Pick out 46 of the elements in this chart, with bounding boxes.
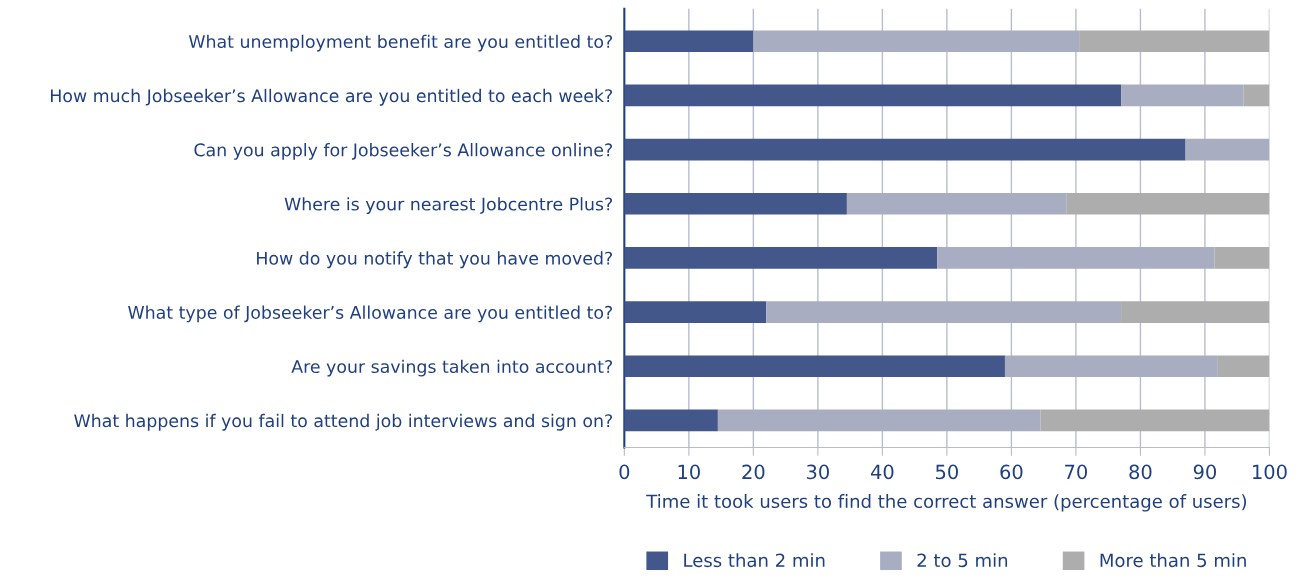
legend-label: Less than 2 min	[684, 553, 825, 568]
x-tick-label: 70	[1065, 464, 1087, 480]
bar	[1217, 355, 1270, 378]
bar	[624, 30, 754, 53]
x-tick-label: 30	[806, 464, 829, 480]
bar	[624, 355, 1005, 378]
bar	[846, 192, 1067, 215]
bar	[766, 301, 1122, 323]
legend-label: More than 5 min	[1100, 553, 1246, 568]
x-tick-label: 20	[742, 464, 765, 480]
x-tick-label: 100	[1253, 464, 1287, 480]
x-tick-label: 40	[870, 464, 894, 480]
bar	[624, 409, 718, 432]
y-tick-label: What happens if you fail to attend job interviews and sign on?	[74, 413, 613, 431]
bar	[1079, 30, 1270, 53]
bar	[1121, 301, 1270, 323]
y-tick-label: Where is your nearest Jobcentre Plus?	[284, 197, 613, 214]
bar	[1066, 192, 1270, 215]
bar	[1121, 84, 1244, 107]
bar	[624, 138, 1186, 161]
bar	[1243, 84, 1270, 107]
bar	[1040, 409, 1270, 432]
y-tick-label: What type of Jobseeker’s Allowance are you entitled to?	[128, 305, 613, 323]
y-tick-label: How do you notify that you have moved?	[257, 251, 613, 269]
bar	[624, 247, 938, 269]
y-tick-label: Can you apply for Jobseeker’s Allowance online?	[194, 143, 613, 160]
y-tick-label: How much Jobseeker’s Allowance are you entitled to each week?	[50, 88, 613, 106]
y-tick-label: Are your savings taken into account?	[291, 359, 613, 377]
bar	[624, 192, 847, 215]
x-tick-label: 50	[936, 464, 958, 480]
x-tick-label: 80	[1129, 464, 1152, 480]
legend-label: 2 to 5 min	[917, 553, 1008, 568]
x-tick-label: 0	[619, 464, 630, 480]
y-tick-label: What unemployment benefit are you entitled to?	[188, 34, 613, 52]
x-tick-label: 60	[1000, 464, 1023, 480]
bar	[1004, 355, 1218, 378]
bar	[624, 301, 767, 323]
bar	[753, 30, 1080, 53]
bar	[937, 247, 1215, 269]
x-tick-label: 90	[1193, 464, 1217, 480]
bar	[624, 84, 1122, 107]
bar	[1214, 247, 1270, 269]
x-tick-label: 10	[678, 464, 700, 480]
x-axis-title: Time it took users to find the correct answer (percentage of users)	[646, 494, 1247, 512]
bar	[717, 409, 1041, 432]
bar	[1185, 138, 1270, 161]
